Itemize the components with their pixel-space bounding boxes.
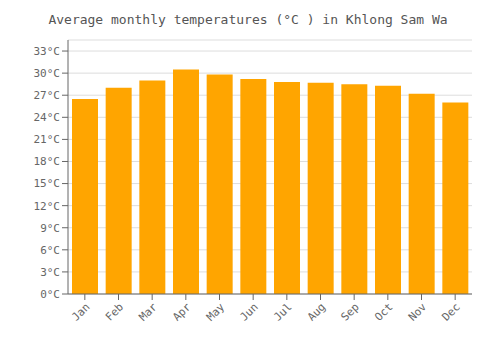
svg-text:15°C: 15°C [34,177,61,190]
svg-text:0°C: 0°C [40,288,60,301]
svg-text:3°C: 3°C [40,266,60,279]
svg-text:21°C: 21°C [34,133,61,146]
svg-text:33°C: 33°C [34,45,61,58]
svg-text:30°C: 30°C [34,67,61,80]
html-text:Average monthly temperatures (: Average monthly temperatures (°C ) in Kh… [48,12,448,27]
svg-text:6°C: 6°C [40,244,60,257]
svg-text:Mar: Mar [137,300,161,324]
svg-text:24°C: 24°C [34,111,61,124]
svg-text:9°C: 9°C [40,222,60,235]
svg-text:Jul: Jul [271,300,294,323]
svg-text:27°C: 27°C [34,89,61,102]
svg-text:Aug: Aug [305,300,328,323]
svg-text:Nov: Nov [406,300,430,324]
svg-text:Jun: Jun [238,300,261,323]
svg-text:18°C: 18°C [34,155,61,168]
svg-text:Dec: Dec [440,300,463,323]
svg-text:12°C: 12°C [34,200,61,213]
svg-text:Jan: Jan [69,300,92,323]
svg-text:May: May [204,300,228,324]
svg-text:Feb: Feb [103,300,126,323]
svg-text:Oct: Oct [372,300,395,323]
svg-text:Apr: Apr [170,300,194,324]
svg-text:Sep: Sep [339,300,362,323]
